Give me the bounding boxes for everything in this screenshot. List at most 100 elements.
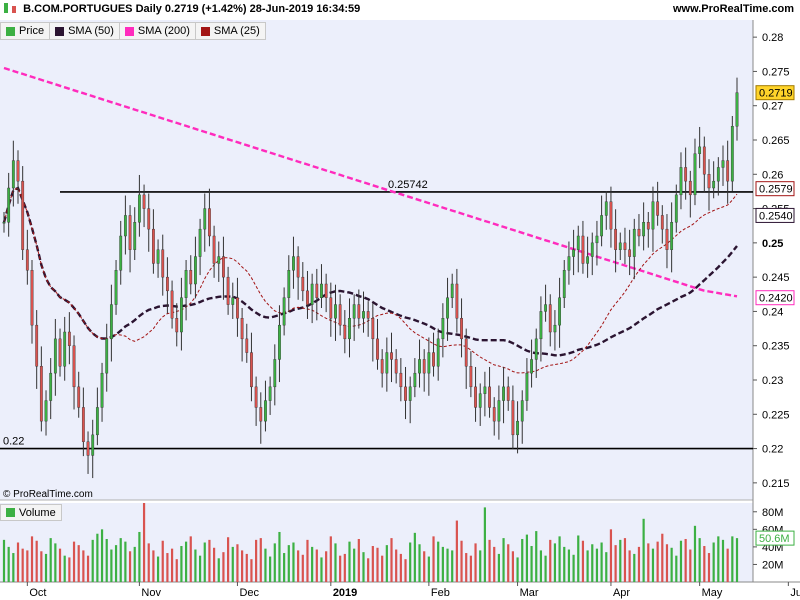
candle-body [329,297,333,319]
volume-bar [488,539,491,582]
sma50-swatch-icon [55,26,65,36]
candle-body [245,338,249,353]
candle-body [44,400,48,422]
candle-body [665,228,669,250]
volume-panel-tab[interactable]: Volume [0,504,62,521]
volume-bar [133,546,136,582]
y-tick-label: 0.23 [762,375,783,387]
volume-bar [40,551,43,582]
y-tick-label: 0.245 [762,272,790,284]
volume-bar [77,545,80,582]
volume-bar [30,536,34,582]
volume-bar [91,539,94,582]
volume-bar [558,536,561,582]
volume-bar [600,542,603,582]
x-tick-label: Mar [520,587,539,599]
volume-bar [297,550,300,582]
volume-bar [395,549,398,582]
legend-item-sma200[interactable]: SMA (200) [120,23,196,39]
volume-bar [325,551,328,582]
candle-body [109,304,113,340]
volume-bar [283,553,286,582]
candle-body [376,338,379,360]
volume-bar [26,550,29,582]
candle-body [483,386,487,394]
volume-bar [628,550,631,582]
candle-body [170,290,174,319]
candle-body [684,167,688,182]
candle-body [114,270,118,305]
chart-title-row: B.COM.PORTUGUES Daily 0.2719 (+1.42%) 28… [4,3,360,15]
volume-bar [198,555,202,582]
candle-body [72,345,76,388]
volume-bar [675,555,678,582]
candle-body [81,407,85,442]
candle-body [2,222,6,224]
volume-bar [269,556,272,582]
volume-bar [409,542,412,582]
volume-bar [227,537,230,582]
volume-bar [581,540,585,582]
candle-body [25,249,29,271]
candle-body [674,194,678,223]
price-plot-area [0,20,753,500]
candle-body [670,222,674,250]
copyright-text: © ProRealTime.com [3,489,93,500]
legend-item-sma50[interactable]: SMA (50) [50,23,120,39]
candle-body [306,290,309,305]
volume-bar [203,542,206,582]
y-tick-label: 0.265 [762,135,790,147]
price-label: 0.2579 [759,184,793,196]
volume-swatch-icon [6,508,15,517]
volume-bar [54,543,57,582]
volume-bar [278,531,281,582]
volume-bar [432,536,435,582]
candle-body [226,276,230,305]
site-name: www.ProRealTime.com [672,3,794,15]
x-tick-label: 2019 [333,587,357,599]
candle-body [539,311,543,340]
price-label-box [755,85,795,101]
volume-bar [371,546,374,582]
candle-body [572,249,575,257]
volume-bar [446,548,449,582]
candle-body [142,194,146,209]
candle-body [730,126,734,182]
candle-body [441,318,445,340]
candle-body [460,318,463,340]
candle-body [91,434,95,456]
volume-bar [609,529,613,582]
legend-item-price[interactable]: Price [1,23,51,39]
candle-body [558,297,561,326]
volume-bar [665,544,669,582]
candle-body [212,235,216,264]
volume-bar [385,545,388,582]
candle-body [604,201,608,216]
legend-item-sma25[interactable]: SMA (25) [196,23,265,39]
y-tick-label: 0.215 [762,478,790,490]
volume-bar [142,503,146,582]
volume-bar [138,531,141,582]
volume-bar [455,520,458,582]
volume-bar [614,545,617,582]
candle-body [292,256,295,271]
volume-bar [245,553,248,582]
candle-body [123,215,127,237]
volume-bar [119,538,122,582]
candle-body [637,228,641,237]
volume-bar [292,542,295,582]
candle-body [497,400,501,422]
candle-body [688,180,692,196]
volume-bar [521,538,524,582]
volume-bar [591,544,594,582]
candle-body [222,256,225,278]
candle-body [450,283,454,298]
volume-bar [530,546,533,582]
candle-body [464,338,468,367]
candle-body [348,318,351,340]
y-tick-label: 0.25 [762,238,783,250]
candle-body [189,270,193,285]
candle-body [632,228,636,257]
candle-body [287,270,291,298]
